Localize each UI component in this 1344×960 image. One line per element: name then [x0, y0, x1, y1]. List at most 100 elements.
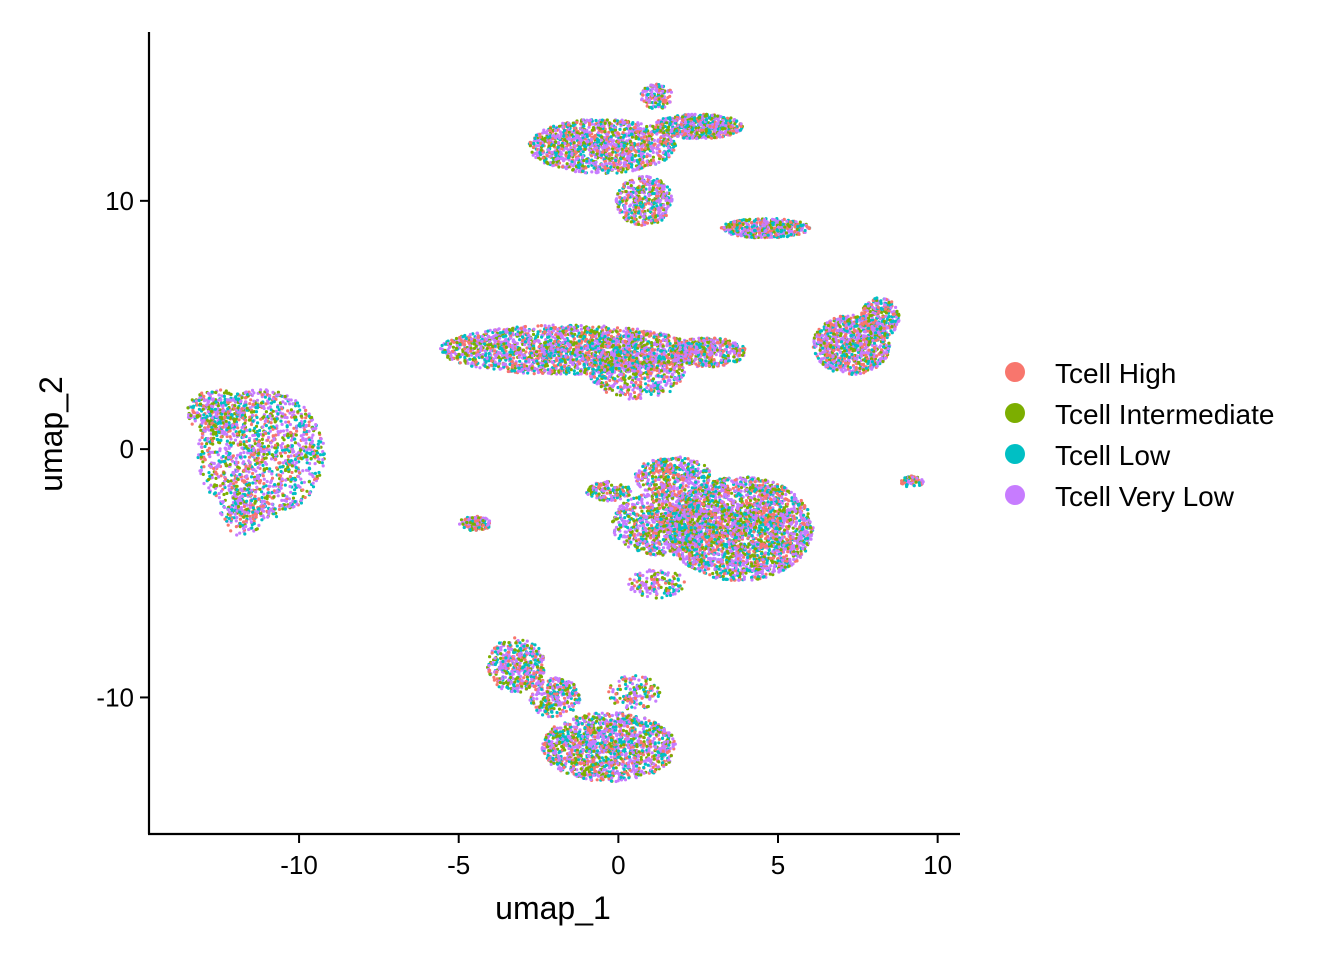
data-point: [633, 395, 637, 399]
data-point: [679, 350, 684, 354]
data-point: [284, 478, 288, 482]
data-point: [276, 390, 280, 394]
data-point: [597, 370, 601, 374]
data-point: [278, 401, 283, 405]
data-point: [295, 429, 299, 433]
data-point: [311, 481, 315, 485]
data-point: [533, 340, 537, 344]
data-point: [223, 446, 227, 450]
data-point: [254, 410, 259, 414]
data-point: [468, 357, 472, 361]
data-point: [207, 471, 211, 475]
data-point: [210, 421, 214, 425]
data-point: [494, 364, 498, 368]
data-point: [669, 382, 673, 386]
data-point: [309, 448, 313, 452]
data-point: [623, 381, 627, 385]
data-point: [671, 347, 675, 351]
data-point: [732, 359, 736, 363]
data-point: [554, 342, 558, 346]
data-point: [567, 348, 571, 352]
data-point: [276, 430, 280, 434]
data-point: [245, 406, 249, 410]
data-point: [222, 505, 227, 510]
data-point: [530, 366, 534, 370]
data-point: [247, 455, 252, 459]
data-point: [304, 423, 308, 427]
data-point: [262, 406, 266, 411]
data-point: [282, 438, 286, 442]
data-point: [540, 344, 544, 348]
data-point: [228, 435, 232, 439]
data-point: [240, 396, 244, 400]
data-point: [596, 355, 600, 359]
data-point: [271, 509, 275, 513]
data-point: [622, 329, 626, 333]
data-point: [219, 398, 223, 402]
data-point: [247, 448, 251, 453]
data-point: [316, 451, 320, 455]
data-point: [289, 408, 293, 412]
data-point: [579, 346, 583, 350]
data-point: [581, 357, 585, 361]
data-point: [591, 367, 596, 371]
data-point: [264, 410, 268, 414]
data-point: [561, 340, 565, 345]
data-point: [252, 448, 256, 452]
data-point: [682, 370, 687, 374]
data-point: [283, 451, 287, 455]
data-point: [498, 331, 502, 335]
data-point: [540, 335, 544, 339]
data-point: [468, 332, 472, 337]
data-point: [702, 338, 706, 342]
data-point: [240, 407, 244, 411]
data-point: [271, 427, 275, 431]
data-point: [262, 477, 266, 481]
data-point: [230, 413, 234, 417]
data-point: [248, 392, 252, 396]
data-point: [707, 363, 711, 368]
data-point: [211, 397, 215, 401]
data-point: [449, 342, 453, 346]
data-point: [300, 481, 304, 485]
data-point: [226, 410, 230, 414]
data-point: [240, 446, 244, 450]
data-point: [303, 412, 308, 416]
data-point: [291, 447, 295, 451]
data-point: [694, 345, 699, 349]
data-point: [250, 410, 254, 414]
data-point: [222, 391, 227, 395]
data-point: [252, 522, 256, 526]
data-point: [469, 337, 474, 341]
data-point: [244, 465, 248, 469]
data-point: [634, 356, 639, 360]
data-point: [646, 348, 650, 352]
data-point: [587, 366, 591, 370]
data-point: [536, 339, 540, 343]
data-point: [627, 326, 631, 330]
data-point: [247, 470, 251, 474]
data-point: [463, 339, 467, 343]
data-point: [671, 362, 675, 366]
data-point: [225, 391, 229, 395]
data-point: [238, 442, 243, 447]
data-point: [248, 415, 252, 419]
data-point: [556, 335, 560, 339]
data-point: [549, 347, 553, 351]
data-point: [645, 342, 649, 346]
data-point: [302, 405, 306, 409]
data-point: [235, 469, 239, 473]
data-point: [304, 437, 308, 441]
data-point: [455, 356, 459, 360]
data-point: [299, 498, 303, 502]
data-point: [626, 368, 630, 372]
data-point: [589, 359, 593, 363]
data-point: [637, 344, 641, 348]
data-point: [513, 369, 517, 373]
data-point: [683, 354, 687, 358]
data-point: [288, 484, 292, 489]
data-point: [630, 380, 634, 384]
data-point: [192, 404, 196, 408]
data-point: [258, 487, 262, 491]
data-point: [200, 442, 204, 446]
